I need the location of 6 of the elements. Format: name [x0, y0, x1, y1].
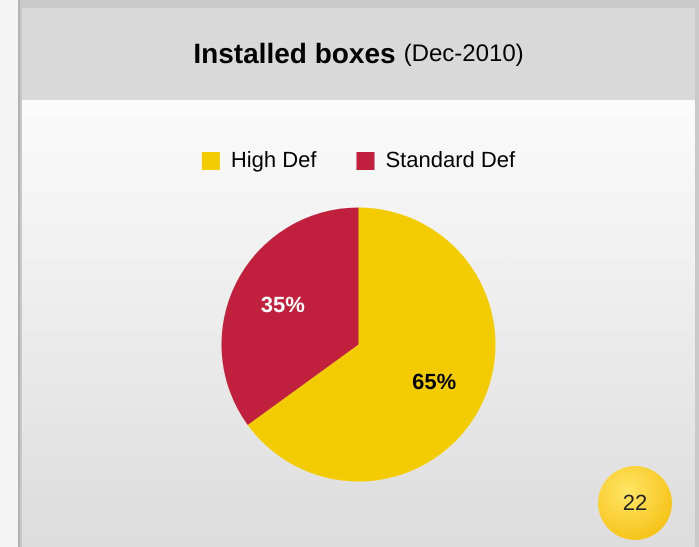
legend-label: High Def [230, 147, 318, 172]
chart-subtitle: (Dec-2010) [404, 40, 524, 68]
data-label: 35% [260, 292, 305, 317]
data-label: 65% [412, 369, 456, 394]
chart-title: Installed boxes [193, 38, 396, 70]
legend-label: Standard Def [385, 147, 516, 172]
